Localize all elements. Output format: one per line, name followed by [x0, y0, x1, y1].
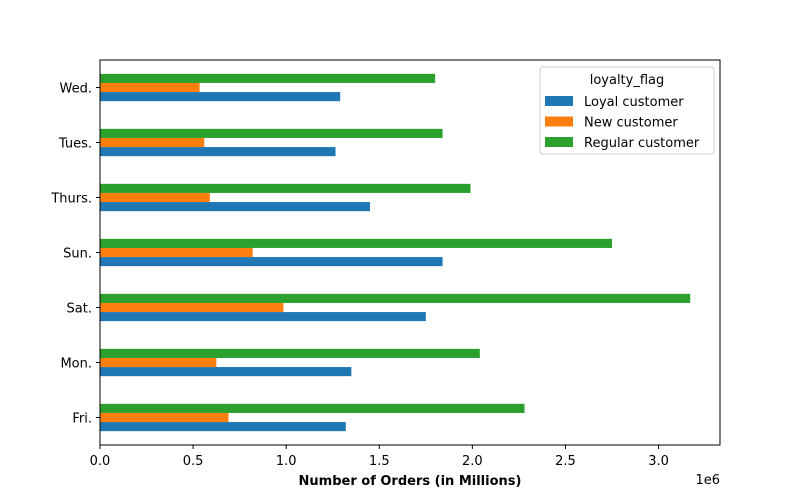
x-tick-label: 3.0: [648, 454, 669, 469]
bar-new-customer-tues: [100, 137, 205, 148]
bar-new-customer-mon: [100, 357, 217, 368]
bar-loyal-customer-wed: [100, 92, 341, 102]
bar-new-customer-sun: [100, 247, 253, 258]
bar-regular-customer-tues: [100, 128, 443, 138]
x-axis-offset-label: 1e6: [695, 473, 720, 488]
bar-regular-customer-mon: [100, 348, 480, 358]
legend-label: Regular customer: [584, 136, 700, 151]
x-axis-title: Number of Orders (in Millions): [299, 474, 522, 489]
x-tick-label: 0.0: [90, 454, 111, 469]
y-tick-label: Mon.: [60, 357, 92, 372]
legend-swatch: [545, 96, 573, 106]
legend-swatch: [545, 116, 573, 127]
x-tick-label: 0.5: [183, 454, 204, 469]
legend-box: [539, 66, 715, 155]
bars-group: [100, 73, 691, 432]
bar-regular-customer-sat: [100, 293, 691, 303]
legend-label: New customer: [584, 116, 678, 131]
y-tick-label: Wed.: [60, 82, 92, 97]
bar-loyal-customer-sun: [100, 257, 443, 267]
bar-loyal-customer-thurs: [100, 202, 370, 212]
bar-new-customer-fri: [100, 412, 229, 423]
axes-group: Fri. Mon. Sat. Sun. Thurs. Tues. Wed. 0.0 0.5 1.0…: [50, 59, 721, 469]
bar-regular-customer-wed: [100, 73, 436, 83]
x-tick-label: 2.5: [555, 454, 576, 469]
bar-loyal-customer-mon: [100, 367, 352, 377]
y-tick-label: Thurs.: [50, 192, 92, 207]
bar-loyal-customer-sat: [100, 312, 426, 322]
bar-new-customer-thurs: [100, 192, 210, 203]
y-tick-label: Sat.: [67, 302, 92, 317]
legend: loyalty_flag Loyal customer New customer R…: [539, 66, 715, 155]
plot-frame: [99, 59, 721, 446]
bar-loyal-customer-fri: [100, 422, 346, 432]
y-tick-label: Tues.: [58, 137, 92, 152]
bar-new-customer-sat: [100, 302, 284, 313]
legend-title: loyalty_flag: [590, 73, 665, 88]
x-tick-label: 2.0: [462, 454, 483, 469]
legend-label: Loyal customer: [584, 95, 684, 110]
legend-swatch: [545, 137, 573, 147]
x-tick-label: 1.0: [276, 454, 297, 469]
bar-loyal-customer-tues: [100, 147, 336, 157]
y-tick-label: Fri.: [72, 412, 92, 427]
bar-regular-customer-sun: [100, 238, 613, 248]
x-tick-label: 1.5: [369, 454, 390, 469]
bar-regular-customer-thurs: [100, 183, 471, 193]
bar-regular-customer-fri: [100, 403, 525, 413]
y-tick-label: Sun.: [63, 247, 92, 262]
bar-new-customer-wed: [100, 82, 200, 93]
